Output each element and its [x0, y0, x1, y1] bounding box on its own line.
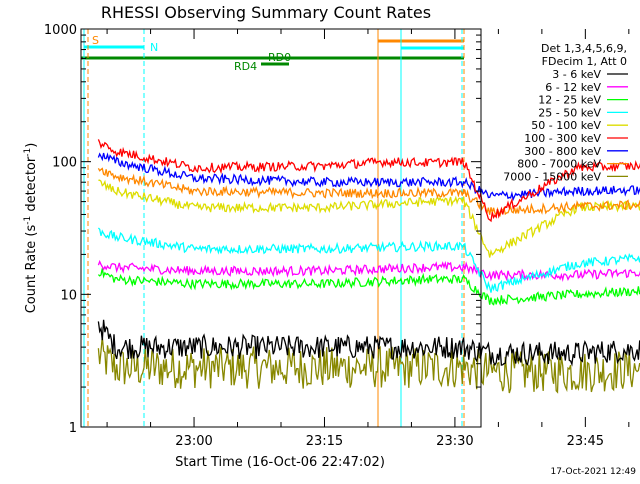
- y-axis: 1 10 100 1000: [44, 23, 481, 436]
- legend-entry-label: 25 - 50 keV: [538, 106, 601, 119]
- y-tick-label: 1000: [44, 23, 77, 38]
- timestamp: 17-Oct-2021 12:49: [551, 467, 637, 477]
- x-axis-label: Start Time (16-Oct-06 22:47:02): [175, 455, 385, 470]
- y-label-part2: detector: [24, 156, 39, 216]
- series-line: [97, 167, 640, 217]
- legend-entry-label: 12 - 25 keV: [538, 94, 601, 107]
- x-tick-label: 23:00: [175, 434, 212, 449]
- x-tick-label: 23:15: [306, 434, 343, 449]
- saa-label: S: [92, 34, 99, 47]
- series-line: [97, 139, 640, 223]
- legend-entry-label: 100 - 300 keV: [524, 132, 601, 145]
- x-tick-label: 23:45: [567, 434, 604, 449]
- legend-entry-label: 300 - 800 keV: [524, 145, 601, 158]
- x-tick-label: 23:30: [436, 434, 473, 449]
- night-label: N: [150, 41, 158, 54]
- chart-title: RHESSI Observing Summary Count Rates: [101, 3, 431, 22]
- rd0-label: RD0: [268, 51, 291, 64]
- y-label-part3: ): [24, 143, 39, 148]
- series-line: [97, 259, 640, 283]
- legend-entry-label: 6 - 12 keV: [545, 81, 601, 94]
- legend-entry-label: 3 - 6 keV: [552, 68, 601, 81]
- legend-header-1: Det 1,3,4,5,6,9,: [541, 42, 627, 55]
- y-tick-label: 1: [69, 421, 77, 436]
- legend-entry-label: 7000 - 15000 keV: [503, 170, 601, 183]
- series-line: [97, 227, 640, 293]
- observing-bands: S N RD0 RD4: [81, 29, 465, 427]
- y-label-sup2: -1: [23, 148, 33, 157]
- y-label-sup1: -1: [23, 216, 33, 225]
- series-line: [97, 319, 640, 367]
- series-line: [97, 152, 640, 202]
- y-tick-label: 100: [52, 156, 77, 171]
- series-line: [97, 268, 640, 306]
- y-tick-label: 10: [60, 288, 77, 303]
- series-line: [98, 179, 640, 258]
- y-label-part1: Count Rate (s: [24, 225, 39, 314]
- series-group: [97, 139, 640, 394]
- rd4-label: RD4: [234, 60, 257, 73]
- legend-entry-label: 50 - 100 keV: [531, 119, 601, 132]
- y-axis-label: Count Rate (s-1 detector-1): [23, 143, 39, 314]
- legend: Det 1,3,4,5,6,9, FDecim 1, Att 0 3 - 6 k…: [503, 42, 628, 183]
- legend-header-2: FDecim 1, Att 0: [542, 55, 627, 68]
- legend-entry-label: 800 - 7000 keV: [517, 158, 601, 171]
